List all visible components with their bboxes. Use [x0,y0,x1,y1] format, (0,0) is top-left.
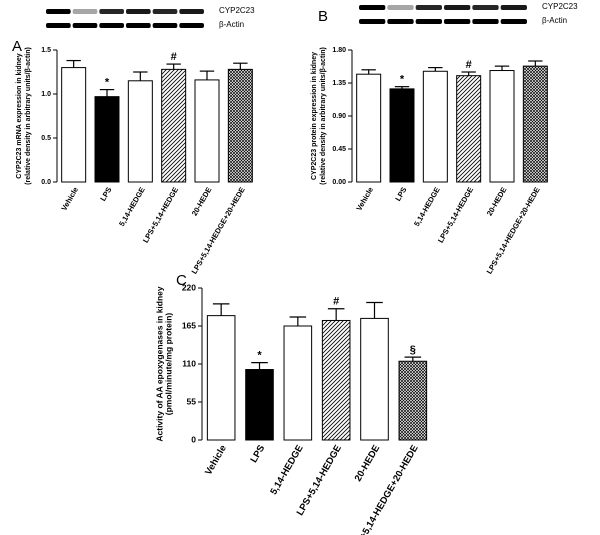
blot-band [444,19,471,24]
bar [245,369,274,441]
y-tick-label: 0.00 [332,179,346,186]
blot-band [387,5,414,10]
blot-band [472,19,499,24]
y-tick-label: 55 [187,396,197,406]
x-tick-label: Vehicle [59,185,80,212]
significance-marker: * [400,74,405,86]
significance-marker: # [466,59,472,71]
blot-band [500,19,527,24]
x-tick-label: Vehicle [203,443,229,477]
bar [283,325,313,441]
blot-label: β-Actin [219,20,244,29]
y-tick-label: 1.5 [41,47,51,54]
panel-letter: B [318,8,328,25]
x-tick-label: LPS+5,14-HEDGE+20-HEDE [349,443,421,535]
blot-band [415,19,442,24]
blot-band [152,9,178,14]
blot-band [99,9,124,14]
blot-band [99,23,124,28]
bar [489,70,515,183]
significance-marker: * [257,350,262,362]
bar [194,79,220,183]
blot-band [359,5,386,10]
bar [94,96,120,183]
x-tick-label: 5,14-HEDGE [412,185,442,227]
x-tick-label: 20-HEDE [485,185,509,217]
y-tick-label: 165 [182,320,196,330]
y-tick-label: 0 [191,434,196,444]
panel-letter: C [176,272,187,289]
blot-band [387,19,414,24]
chart-panel: C 0 55 110 165 220 Activity of AA epoxygenases… [154,272,428,535]
blot-band [72,23,98,28]
bar [422,70,448,183]
bar [456,75,482,183]
y-tick-label: 0.45 [332,146,346,153]
blot-band [126,9,151,14]
significance-marker: # [333,296,339,308]
blot-band [46,23,71,28]
y-axis-label: CYP2C23 protein expression in kidney [311,52,318,180]
y-tick-label: 110 [182,358,196,368]
y-tick-label: 0.0 [41,179,51,186]
bar [398,360,428,441]
bar [61,67,87,183]
x-tick-label: 20-HEDE [353,443,383,483]
x-tick-label: 5,14-HEDGE [268,443,305,497]
blot-label: β-Actin [542,16,567,25]
x-tick-label: 20-HEDE [190,185,214,217]
bar [161,68,187,183]
y-axis-label: (relative density in arbitrary units/β-a… [25,47,32,185]
x-tick-label: 5,14-HEDGE [117,185,147,227]
significance-marker: § [410,344,416,356]
chart-panel: B CYP2C23 β-Actin 0.00 0.45 0.90 1.35 1.80 CYP2C… [311,2,578,275]
x-tick-label: LPS [249,443,268,465]
significance-marker: # [171,51,177,63]
y-axis-label: Activity of AA epoxygenases in kidney [154,286,164,442]
y-tick-label: 1.80 [332,47,346,54]
bar [522,65,548,183]
bar [127,80,153,183]
x-tick-label: LPS+5,14-HEDGE [436,185,475,244]
x-tick-label: LPS [393,185,408,202]
blot-band [415,5,442,10]
bar [356,73,382,183]
blot-band [46,9,71,14]
x-tick-label: LPS [98,185,113,202]
blot-band [179,9,204,14]
y-axis-label: CYP2C23 mRNA expression in kidney [16,53,23,179]
blot-band [500,5,527,10]
blot-band [179,23,204,28]
chart-panel: A CYP2C23 β-Actin 0.0 0.5 1.0 1.5 CYP2C23 mRNA … [12,6,255,275]
blot-label: CYP2C23 [542,2,578,11]
bar [227,68,253,183]
blot-band [359,19,386,24]
y-tick-label: 0.5 [41,135,51,142]
x-tick-label: LPS+5,14-HEDGE [141,185,180,244]
blot-band [72,9,98,14]
blot-band [444,5,471,10]
bar [360,317,389,441]
blot-band [126,23,151,28]
panel-letter: A [12,38,22,55]
bar [321,319,351,441]
blot-band [472,5,499,10]
bar [206,315,236,441]
y-tick-label: 1.0 [41,91,51,98]
bar [389,88,415,183]
y-tick-label: 0.90 [332,113,346,120]
y-axis-label: (pmol/minute/mg protein) [163,313,173,416]
x-tick-label: Vehicle [354,185,375,212]
blot-band [152,23,178,28]
y-tick-label: 220 [182,282,196,292]
y-axis-label: (relative density in arbitrary units/β-a… [320,47,327,185]
significance-marker: * [105,77,110,89]
y-tick-label: 1.35 [332,80,346,87]
blot-label: CYP2C23 [219,6,255,15]
